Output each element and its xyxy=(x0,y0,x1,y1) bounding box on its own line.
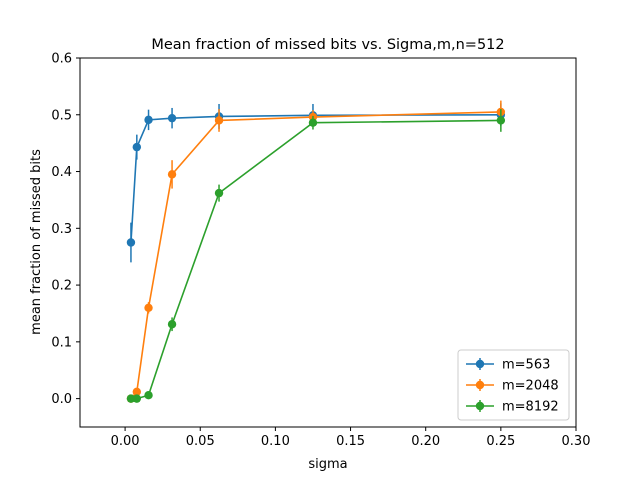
y-tick-label: 0.3 xyxy=(51,222,72,237)
chart-title: Mean fraction of missed bits vs. Sigma,m… xyxy=(151,37,504,53)
legend-label: m=2048 xyxy=(502,379,559,394)
y-tick-label: 0.4 xyxy=(51,165,72,180)
y-tick-label: 0.1 xyxy=(51,335,72,350)
data-point xyxy=(144,391,153,400)
x-tick-label: 0.25 xyxy=(486,434,515,449)
legend-marker xyxy=(475,380,485,390)
data-point xyxy=(167,320,177,329)
x-tick-label: 0.30 xyxy=(562,434,591,449)
data-point xyxy=(167,113,177,123)
data-point xyxy=(126,238,136,247)
x-axis: 0.00 0.05 0.10 0.15 0.20 0.25 0.30 xyxy=(111,427,591,449)
plot-border xyxy=(79,57,577,428)
data-point xyxy=(496,116,506,125)
x-tick-label: 0.05 xyxy=(186,434,215,449)
series-layer xyxy=(126,100,506,403)
y-tick-label: 0.5 xyxy=(51,108,72,123)
data-point xyxy=(132,142,142,152)
y-tick-label: 0.2 xyxy=(51,279,72,294)
legend-label: m=8192 xyxy=(502,400,559,415)
data-point xyxy=(144,303,153,312)
series-m=8192 xyxy=(126,109,506,403)
legend-marker xyxy=(475,401,485,411)
y-tick-label: 0.0 xyxy=(51,392,72,407)
legend-marker xyxy=(475,359,485,369)
x-tick-label: 0.10 xyxy=(261,434,290,449)
data-point xyxy=(167,170,177,179)
data-point xyxy=(126,394,136,403)
data-point xyxy=(132,394,142,403)
data-point xyxy=(132,387,142,397)
y-tick-label: 0.6 xyxy=(51,52,72,67)
legend-label: m=563 xyxy=(502,358,550,373)
x-axis-label: sigma xyxy=(308,457,347,472)
legend: m=563 m=2048 m=8192 xyxy=(457,349,570,421)
data-point xyxy=(308,118,318,127)
data-point xyxy=(214,116,224,125)
legend-box xyxy=(457,349,570,421)
x-tick-label: 0.00 xyxy=(111,434,140,449)
x-tick-label: 0.15 xyxy=(336,434,365,449)
data-point xyxy=(144,115,153,125)
data-point xyxy=(214,188,224,198)
y-axis: 0.0 0.1 0.2 0.3 0.4 0.5 0.6 xyxy=(51,52,80,407)
y-axis-label: mean fraction of missed bits xyxy=(29,149,44,335)
x-tick-label: 0.20 xyxy=(411,434,440,449)
